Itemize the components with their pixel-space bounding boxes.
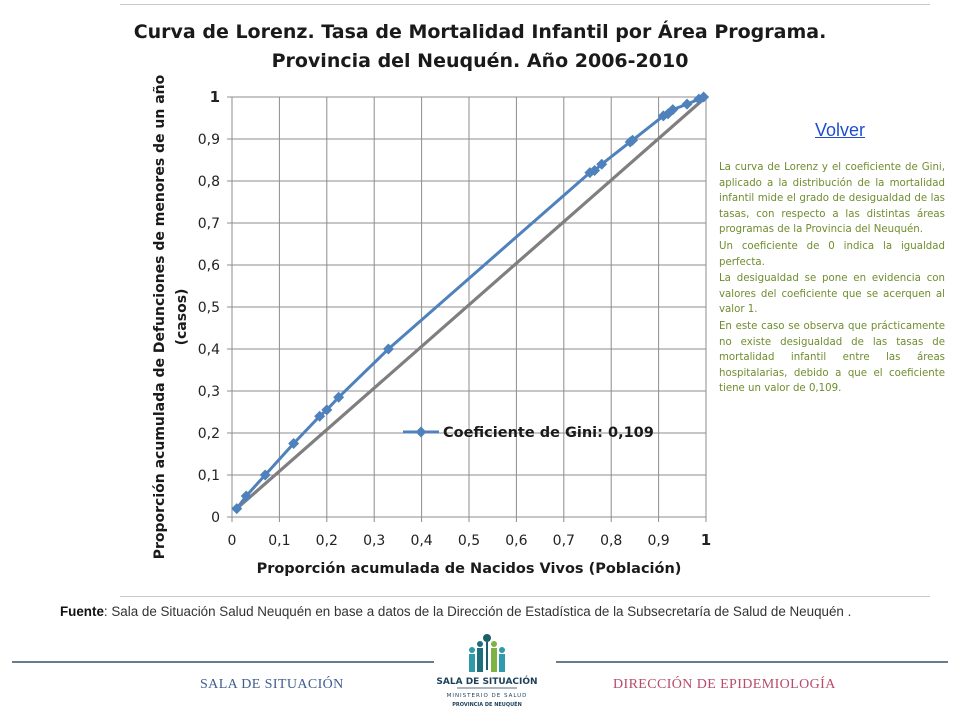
data-point	[382, 343, 394, 355]
footer-right-text: DIRECCIÓN DE EPIDEMIOLOGÍA	[613, 677, 836, 692]
back-link[interactable]: Volver	[815, 120, 866, 140]
y-axis-label: Proporción acumulada de Defunciones de m…	[152, 74, 168, 559]
sala-de-situacion-logo: SALA DE SITUACIÓN MINISTERIO DE SALUD PR…	[436, 634, 538, 708]
data-point	[589, 165, 601, 176]
x-tick-label: 0,7	[553, 533, 575, 549]
x-tick-label: 0,2	[316, 533, 338, 549]
top-divider	[120, 4, 930, 5]
data-point	[667, 104, 679, 116]
x-tick-label: 0,9	[647, 533, 669, 549]
y-tick-label: 0,8	[198, 174, 220, 190]
note-paragraph: La desigualdad se pone en evidencia con …	[719, 273, 945, 316]
explanation-text: La curva de Lorenz y el coeficiente de G…	[719, 160, 945, 398]
data-point	[240, 490, 252, 502]
logo-text-3: PROVINCIA DE NEUQUÉN	[452, 700, 522, 708]
x-tick-label: 0,1	[268, 533, 290, 549]
y-tick-label: 0,4	[198, 342, 220, 358]
x-tick-label: 1	[701, 531, 711, 549]
source-label: Fuente	[60, 604, 104, 619]
y-tick-label: 0,9	[198, 132, 220, 148]
y-tick-label: 0,1	[198, 468, 220, 484]
x-tick-label: 0,3	[363, 533, 385, 549]
y-tick-label: 0	[211, 510, 220, 526]
data-point	[698, 91, 710, 103]
data-point	[333, 391, 345, 403]
data-point	[596, 158, 608, 170]
bottom-divider	[120, 596, 930, 597]
logo-text-1: SALA DE SITUACIÓN	[436, 675, 537, 687]
data-point	[231, 503, 243, 515]
equality-line	[235, 95, 708, 510]
x-tick-label: 0,8	[600, 533, 622, 549]
data-point	[321, 404, 333, 416]
legend-swatch-marker	[415, 426, 427, 438]
y-tick-label: 0,3	[198, 384, 220, 400]
footer-rule-right	[556, 661, 948, 663]
x-tick-label: 0	[228, 533, 237, 549]
data-point	[627, 134, 639, 146]
y-axis-label-unit: (casos)	[174, 289, 190, 346]
x-axis-label: Proporción acumulada de Nacidos Vivos (P…	[257, 561, 682, 577]
x-tick-label: 0,6	[505, 533, 527, 549]
x-tick-label: 0,4	[410, 533, 432, 549]
data-point	[314, 410, 326, 422]
lorenz-chart: 0 0,1 0,2 0,3 0,4 0,5 0,6 0,7 0,8 0,9 1 0 0,1 0,2 0,3 0…	[152, 74, 711, 577]
data-point	[259, 469, 271, 481]
data-point	[681, 98, 693, 110]
chart-title-line-1: Curva de Lorenz. Tasa de Mortalidad Infa…	[133, 21, 827, 43]
note-paragraph: Un coeficiente de 0 indica la igualdad p…	[719, 240, 945, 268]
chart-title-line-2: Provincia del Neuquén. Año 2006-2010	[271, 50, 689, 72]
source-note: Fuente: Sala de Situación Salud Neuquén …	[60, 604, 940, 619]
legend: Coeficiente de Gini: 0,109	[403, 425, 654, 441]
logo-text-2: MINISTERIO DE SALUD	[447, 693, 528, 699]
logo-bars-icon	[469, 634, 505, 672]
chart-title: Curva de Lorenz. Tasa de Mortalidad Infa…	[120, 18, 840, 76]
source-text: : Sala de Situación Salud Neuquén en bas…	[103, 604, 852, 619]
legend-label: Coeficiente de Gini: 0,109	[443, 425, 654, 441]
footer-left-text: SALA DE SITUACIÓN	[200, 677, 344, 692]
x-tick-label: 0,5	[458, 533, 480, 549]
footer-rule-left	[12, 661, 434, 663]
y-tick-label: 1	[210, 88, 220, 106]
note-paragraph: La curva de Lorenz y el coeficiente de G…	[719, 162, 945, 236]
y-tick-label: 0,7	[198, 216, 220, 232]
y-tick-label: 0,6	[198, 258, 220, 274]
y-tick-label: 0,5	[198, 300, 220, 316]
data-point	[288, 438, 300, 449]
y-tick-label: 0,2	[198, 426, 220, 442]
note-paragraph: En este caso se observa que prácticament…	[719, 320, 945, 395]
